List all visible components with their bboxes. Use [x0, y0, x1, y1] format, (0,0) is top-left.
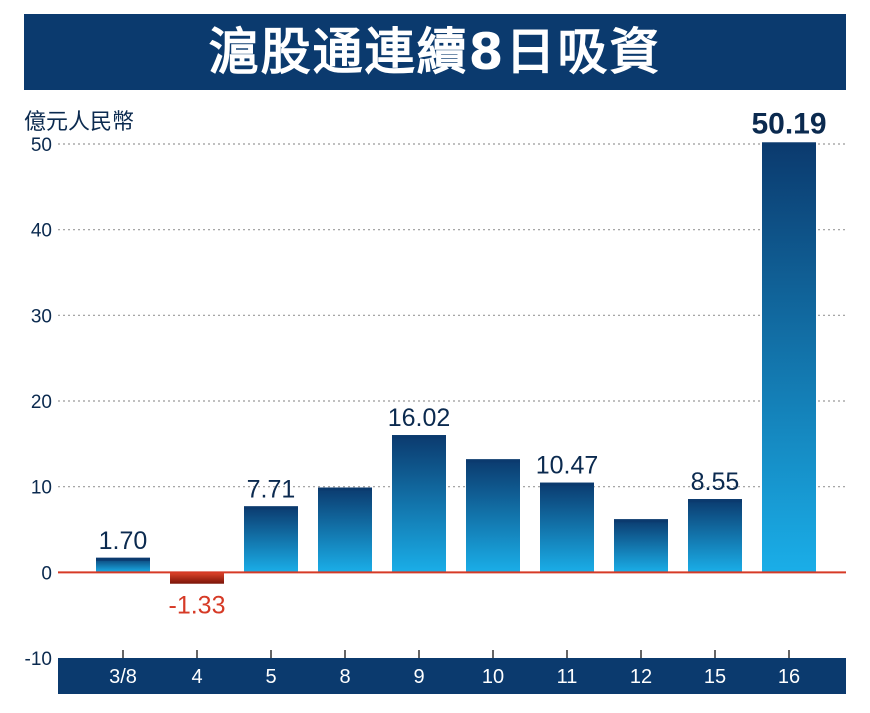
bar-top-edge	[392, 435, 446, 439]
y-tick-label: 50	[31, 135, 52, 156]
bar	[96, 557, 150, 573]
data-label: 50.19	[751, 107, 826, 140]
chart-title: 滬股通連續8日吸資	[208, 23, 662, 81]
data-label: 8.55	[691, 468, 740, 496]
x-axis-band	[58, 658, 846, 694]
data-label: -1.33	[169, 592, 226, 620]
x-tick-label: 3/8	[109, 666, 137, 688]
y-tick-label: 30	[31, 306, 52, 327]
bar	[170, 572, 224, 584]
bar-top-edge	[540, 482, 594, 486]
x-tick-label: 15	[704, 666, 726, 688]
bars	[96, 142, 816, 584]
grid-lines	[58, 143, 846, 488]
bar	[688, 499, 742, 573]
bar	[762, 142, 816, 573]
bar-top-edge	[244, 506, 298, 510]
y-tick-label: -10	[25, 649, 52, 670]
bar	[540, 482, 594, 573]
bar	[466, 459, 520, 573]
bar	[392, 435, 446, 573]
data-label: 1.70	[99, 527, 148, 555]
y-tick-label: 40	[31, 221, 52, 242]
x-tick-label: 4	[191, 666, 202, 688]
y-tick-label: 20	[31, 392, 52, 413]
x-axis: 3/8 4 5 8 9 10 11 12 15 16	[58, 650, 846, 694]
x-tick-label: 16	[778, 666, 800, 688]
data-label: 16.02	[388, 404, 451, 432]
bar-top-edge	[762, 142, 816, 146]
x-tick-label: 10	[482, 666, 504, 688]
bar	[244, 506, 298, 573]
data-label: 7.71	[247, 475, 296, 503]
x-tick-label: 9	[413, 666, 424, 688]
y-tick-labels: 50 40 30 20 10 0 -10	[25, 135, 52, 670]
x-tick-label: 5	[265, 666, 276, 688]
data-labels: 1.70 -1.33 7.71 16.02 10.47 8.55 50.19	[99, 107, 827, 619]
x-tick-label: 12	[630, 666, 652, 688]
y-axis-unit-label: 億元人民幣	[24, 110, 135, 135]
bar-top-edge	[614, 519, 668, 523]
bar-top-edge	[318, 487, 372, 491]
bar-top-edge	[688, 499, 742, 503]
data-label: 10.47	[536, 452, 599, 480]
bar-top-edge	[96, 557, 150, 561]
bar	[318, 487, 372, 573]
x-tick-label: 8	[339, 666, 350, 688]
y-tick-label: 10	[31, 478, 52, 499]
bar-top-edge	[466, 459, 520, 463]
bar	[614, 519, 668, 573]
title-bar: 滬股通連續8日吸資	[24, 14, 846, 90]
x-tick-label: 11	[557, 666, 578, 688]
y-tick-label: 0	[41, 563, 52, 584]
